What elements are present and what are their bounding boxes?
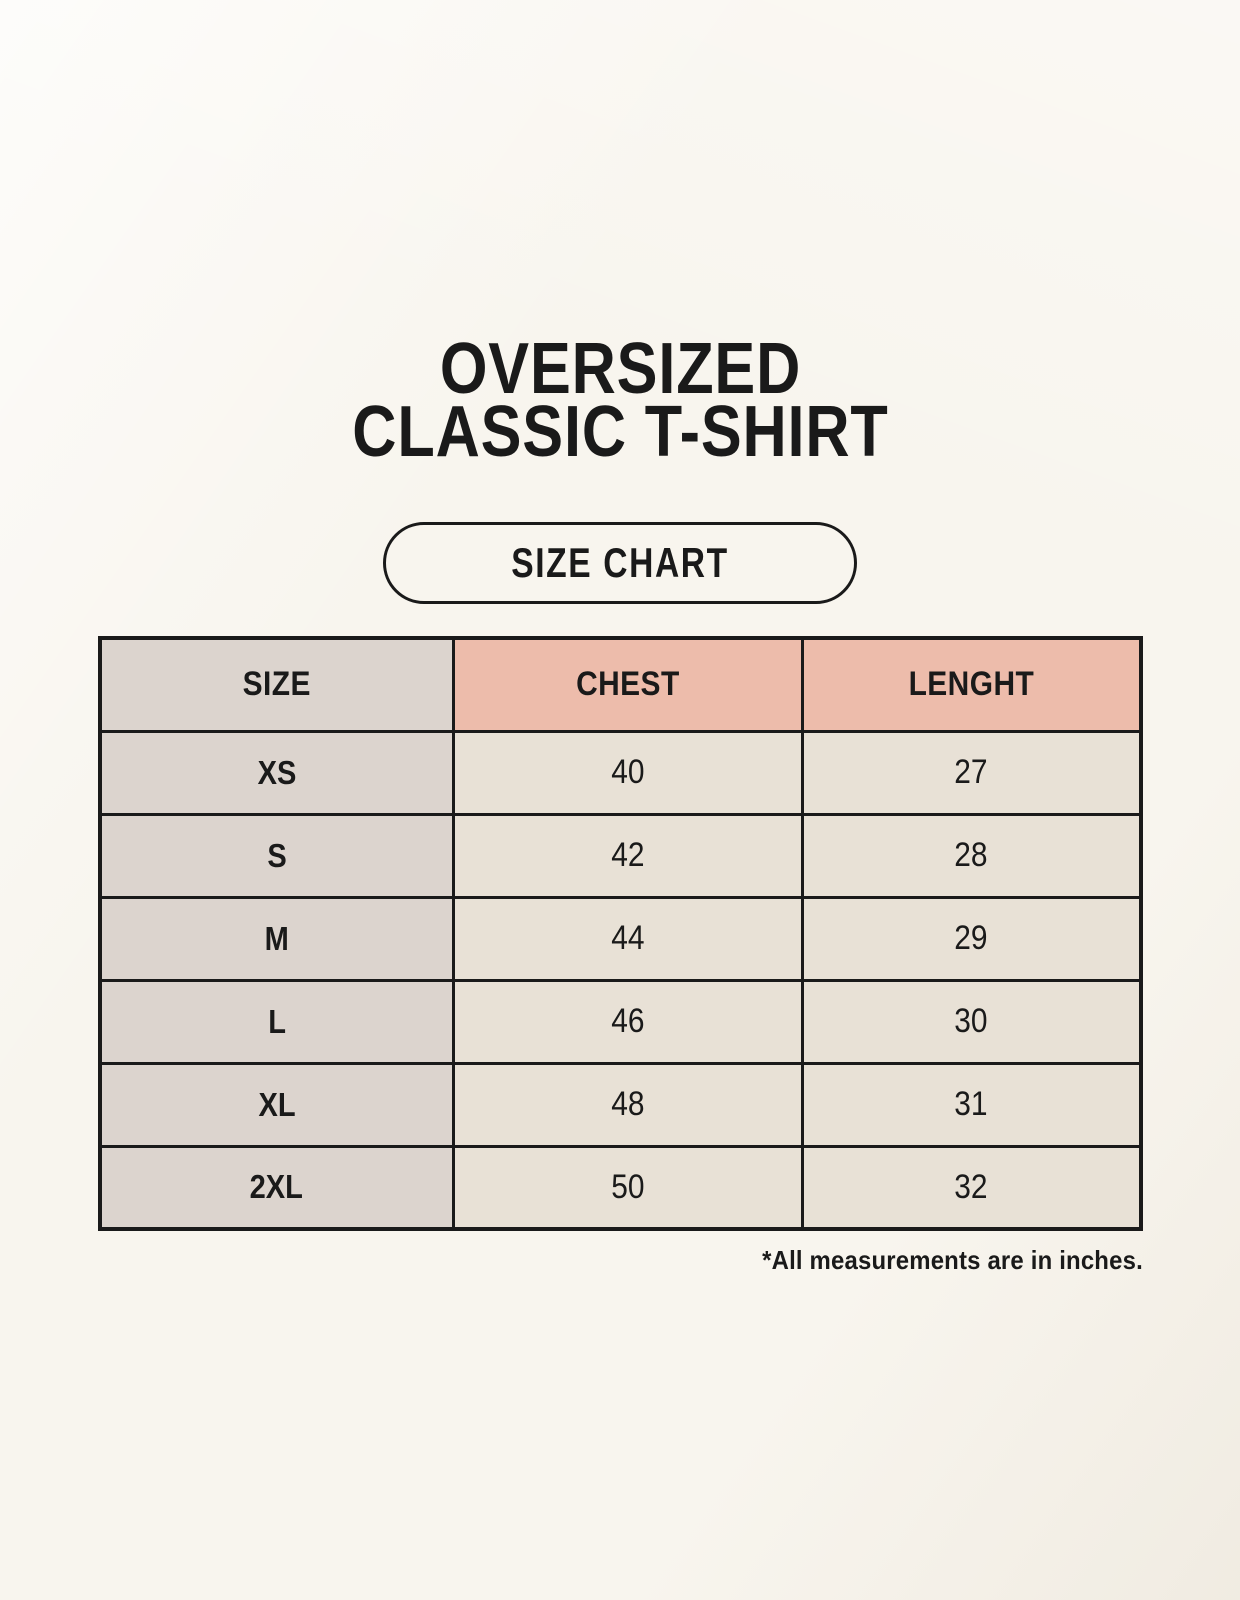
table-header: SIZE CHEST LENGHT: [98, 636, 1143, 733]
table-body: XS 40 27 S 42 28 M 44 29 L 46 30: [98, 729, 1143, 1231]
size-value: M: [264, 919, 289, 957]
page-title: OVERSIZED CLASSIC T-SHIRT: [98, 329, 1143, 472]
size-cell: L: [98, 978, 455, 1065]
chest-value: 42: [611, 836, 645, 874]
chest-cell: 46: [451, 978, 804, 1065]
length-value: 27: [954, 753, 988, 791]
length-cell: 31: [800, 1061, 1143, 1148]
table-row-s: S 42 28: [98, 812, 1143, 899]
length-cell: 27: [800, 729, 1143, 816]
size-value: L: [267, 1002, 286, 1040]
length-value: 30: [954, 1002, 988, 1040]
size-value: XL: [258, 1085, 296, 1123]
length-cell: 32: [800, 1144, 1143, 1231]
column-header-chest: CHEST: [451, 636, 804, 733]
chest-cell: 48: [451, 1061, 804, 1148]
chest-value: 44: [611, 919, 645, 957]
size-value: 2XL: [250, 1168, 304, 1206]
size-cell: XS: [98, 729, 455, 816]
chest-value: 50: [611, 1167, 645, 1206]
column-header-size-label: SIZE: [242, 665, 311, 704]
content-area: OVERSIZED CLASSIC T-SHIRT SIZE CHART SIZ…: [97, 0, 1143, 1276]
size-chart-badge-label: SIZE CHART: [511, 539, 729, 586]
table-row-m: M 44 29: [98, 895, 1143, 982]
chest-cell: 42: [451, 812, 804, 899]
length-cell: 30: [800, 978, 1143, 1065]
chest-cell: 40: [451, 729, 804, 816]
size-cell: 2XL: [98, 1144, 455, 1231]
title-line-2: CLASSIC T-SHIRT: [351, 392, 889, 472]
size-chart-badge: SIZE CHART: [383, 522, 857, 604]
size-chart-table: SIZE CHEST LENGHT XS 40 27 S 42 28 M: [97, 636, 1143, 1231]
chest-cell: 44: [451, 895, 804, 982]
column-header-length: LENGHT: [800, 636, 1143, 733]
title-line-1: OVERSIZED: [439, 329, 801, 409]
length-cell: 28: [800, 812, 1143, 899]
table-row-xs: XS 40 27: [98, 729, 1143, 816]
column-header-chest-label: CHEST: [576, 665, 680, 704]
column-header-size: SIZE: [98, 636, 455, 733]
measurements-footnote-text: *All measurements are in inches.: [761, 1245, 1143, 1275]
table-row-2xl: 2XL 50 32: [98, 1144, 1143, 1231]
size-cell: S: [98, 812, 455, 899]
length-value: 31: [954, 1085, 988, 1123]
chest-value: 40: [611, 753, 645, 791]
size-value: S: [267, 836, 287, 874]
size-value: XS: [257, 753, 297, 791]
chest-value: 46: [611, 1002, 645, 1040]
size-cell: XL: [98, 1061, 455, 1148]
chest-cell: 50: [451, 1144, 804, 1231]
table-row-xl: XL 48 31: [98, 1061, 1143, 1148]
table-row-l: L 46 30: [98, 978, 1143, 1065]
length-value: 28: [954, 836, 988, 874]
chest-value: 48: [611, 1085, 645, 1123]
length-cell: 29: [800, 895, 1143, 982]
length-value: 29: [954, 919, 988, 957]
size-cell: M: [98, 895, 455, 982]
measurements-footnote: *All measurements are in inches.: [98, 1245, 1143, 1276]
length-value: 32: [954, 1167, 988, 1206]
table-header-row: SIZE CHEST LENGHT: [98, 636, 1143, 733]
column-header-length-label: LENGHT: [908, 665, 1034, 704]
